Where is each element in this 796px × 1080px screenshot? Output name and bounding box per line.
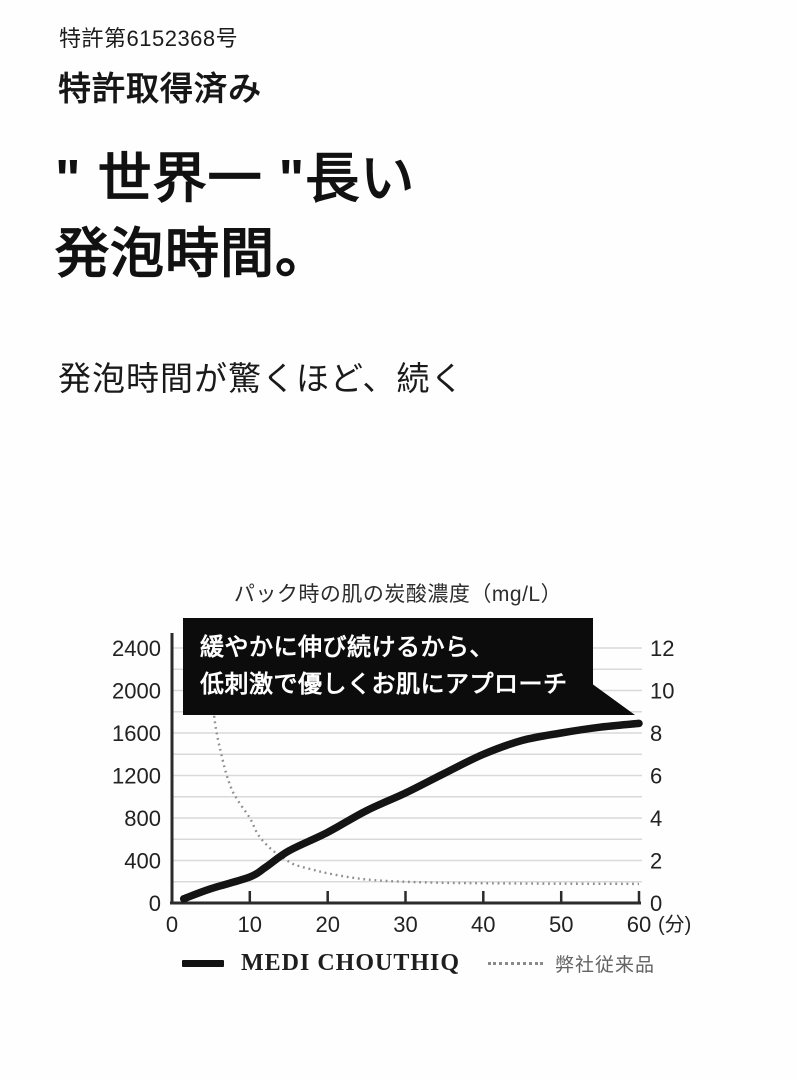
right-axis-tick-label: 2 [650,849,662,874]
carbonation-chart: パック時の肌の炭酸濃度（mg/L） 0 400 800 1200 1600 2000 240… [0,560,796,1040]
patent-status-text: 特許取得済み [58,70,262,107]
x-axis-tick-label: 40 [471,912,495,937]
x-axis-tick-label: 30 [393,912,417,937]
left-axis-tick-label: 1600 [112,721,161,746]
series-line-dotted [206,632,640,886]
left-axis-tick-label: 2000 [112,679,161,704]
chart-legend: MEDI CHOUTHIQ 弊社従来品 [182,949,655,977]
legend-solid-line-swatch [182,959,224,967]
left-axis-tick-label: 1200 [112,764,161,789]
x-axis-tick-label: 50 [549,912,573,937]
callout-text-line-2: 低刺激で優しくお肌にアプローチ [200,671,568,698]
left-axis-tick-label: 800 [124,806,161,831]
legend-label-conventional: 弊社従来品 [555,954,656,976]
headline-line-1: " 世界一 "長い [55,149,416,209]
x-axis-unit-label: (分) [658,913,691,936]
legend-dotted-line-swatch [488,961,544,965]
callout-text-line-1: 緩やかに伸び続けるから、 [200,634,494,661]
left-axis-tick-label: 400 [124,849,161,874]
callout-box: 緩やかに伸び続けるから、 低刺激で優しくお肌にアプローチ [183,618,593,715]
patent-number-text: 特許第6152368号 [59,26,239,51]
headline-line-2: 発泡時間。 [55,224,330,284]
right-axis-tick-label: 10 [650,679,674,704]
right-axis-tick-label: 6 [650,764,662,789]
series-line-solid [179,719,643,903]
left-axis-tick-label: 2400 [112,636,161,661]
x-axis-tick-label: 0 [166,912,178,937]
x-axis-tick-label: 60 [627,912,651,937]
left-axis-tick-label: 0 [149,891,161,916]
x-axis-tick-label: 20 [315,912,339,937]
right-axis-tick-label: 12 [650,636,674,661]
subheadline: 発泡時間が驚くほど、続く [58,360,465,397]
headline: " 世界一 "長い 発泡時間。 [55,142,415,292]
right-axis-tick-label: 0 [650,891,662,916]
x-axis-tick-label: 10 [238,912,262,937]
right-axis-tick-label: 8 [650,721,662,746]
right-axis-tick-label: 4 [650,806,662,831]
legend-label-medi-chouthiq: MEDI CHOUTHIQ [241,949,461,976]
chart-title: パック時の肌の炭酸濃度（mg/L） [233,583,563,606]
